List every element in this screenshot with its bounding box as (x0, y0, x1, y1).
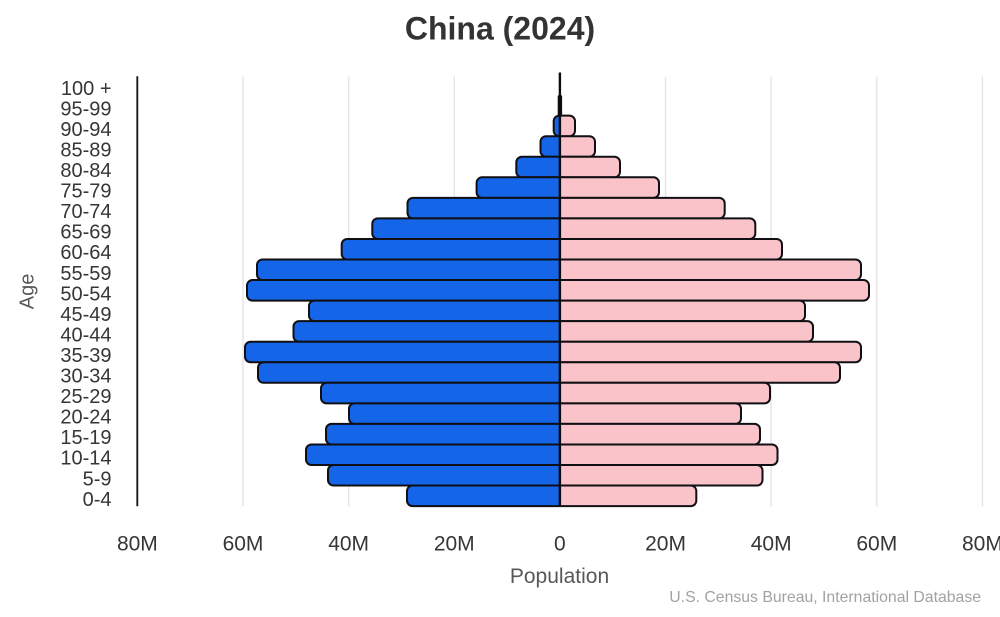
svg-text:40M: 40M (751, 533, 792, 556)
svg-text:60-64: 60-64 (60, 242, 111, 264)
svg-text:U.S. Census Bureau, Internatio: U.S. Census Bureau, International Databa… (669, 589, 981, 606)
svg-text:25-29: 25-29 (60, 386, 111, 408)
svg-text:5-9: 5-9 (83, 468, 112, 490)
svg-text:40-44: 40-44 (60, 324, 111, 346)
svg-text:70-74: 70-74 (60, 201, 111, 223)
svg-text:75-79: 75-79 (60, 181, 111, 203)
svg-text:85-89: 85-89 (60, 139, 111, 161)
svg-text:20M: 20M (645, 533, 686, 556)
svg-text:20-24: 20-24 (60, 407, 111, 429)
svg-text:80M: 80M (117, 533, 158, 556)
svg-text:55-59: 55-59 (60, 263, 111, 285)
svg-text:90-94: 90-94 (60, 119, 111, 141)
svg-text:80-84: 80-84 (60, 160, 111, 182)
svg-text:30-34: 30-34 (60, 366, 111, 388)
svg-text:15-19: 15-19 (60, 427, 111, 449)
svg-text:0-4: 0-4 (83, 489, 112, 511)
svg-text:80M: 80M (962, 533, 1000, 556)
svg-text:China (2024): China (2024) (405, 11, 595, 47)
svg-text:60M: 60M (223, 533, 264, 556)
svg-text:0: 0 (554, 533, 566, 556)
svg-text:65-69: 65-69 (60, 222, 111, 244)
svg-text:35-39: 35-39 (60, 345, 111, 367)
svg-text:20M: 20M (434, 533, 475, 556)
svg-text:Population: Population (510, 565, 609, 588)
svg-text:50-54: 50-54 (60, 283, 111, 305)
svg-text:10-14: 10-14 (60, 448, 111, 470)
svg-text:40M: 40M (328, 533, 369, 556)
svg-text:60M: 60M (856, 533, 897, 556)
svg-text:100 +: 100 + (61, 78, 112, 100)
svg-text:95-99: 95-99 (60, 98, 111, 120)
svg-text:45-49: 45-49 (60, 304, 111, 326)
svg-text:Age: Age (17, 274, 39, 310)
